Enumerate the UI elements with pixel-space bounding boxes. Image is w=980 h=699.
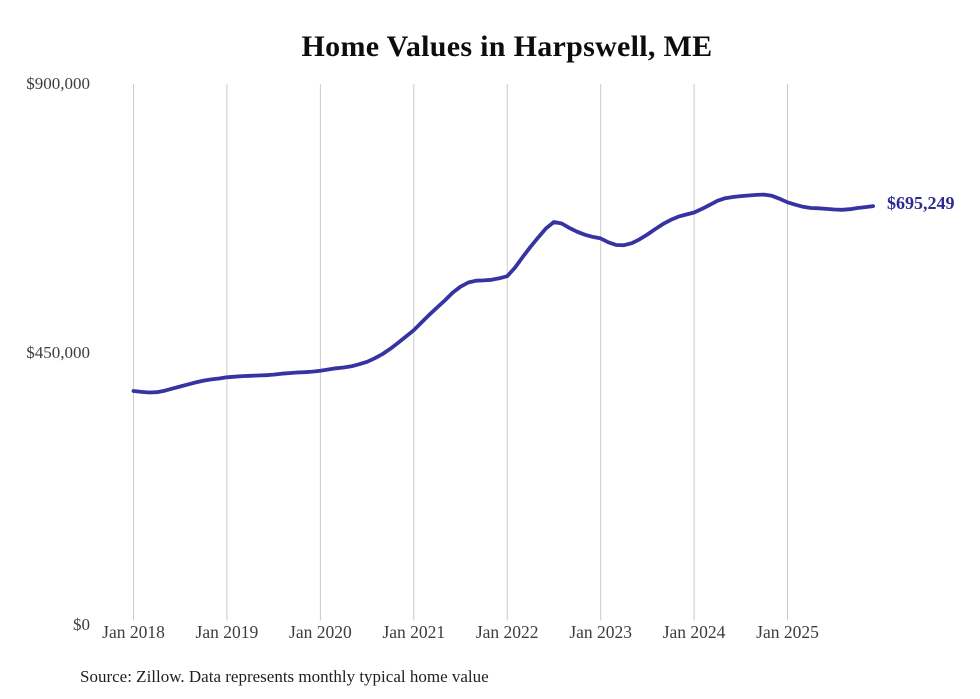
latest-value-label: $695,249 [887,193,955,213]
x-axis-tick-jan-2024: Jan 2024 [662,622,726,642]
home-value-line [131,192,875,395]
x-axis-tick-jan-2018: Jan 2018 [102,622,165,642]
x-axis-tick-jan-2023: Jan 2023 [569,622,633,642]
source-note: Source: Zillow. Data represents monthly … [80,667,489,686]
year-gridlines [133,84,788,621]
x-axis-tick-jan-2021: Jan 2021 [382,622,446,642]
x-axis-tick-jan-2020: Jan 2020 [289,622,352,642]
chart-title: Home Values in Harpswell, ME [301,30,713,63]
y-axis-tick-900000: $900,000 [26,74,90,93]
x-axis-tick-jan-2019: Jan 2019 [195,622,259,642]
x-axis-tick-jan-2022: Jan 2022 [475,622,539,642]
x-axis-tick-jan-2025: Jan 2025 [756,622,819,642]
y-axis-tick-0: $0 [73,615,90,634]
y-axis-tick-450000: $450,000 [26,343,90,362]
